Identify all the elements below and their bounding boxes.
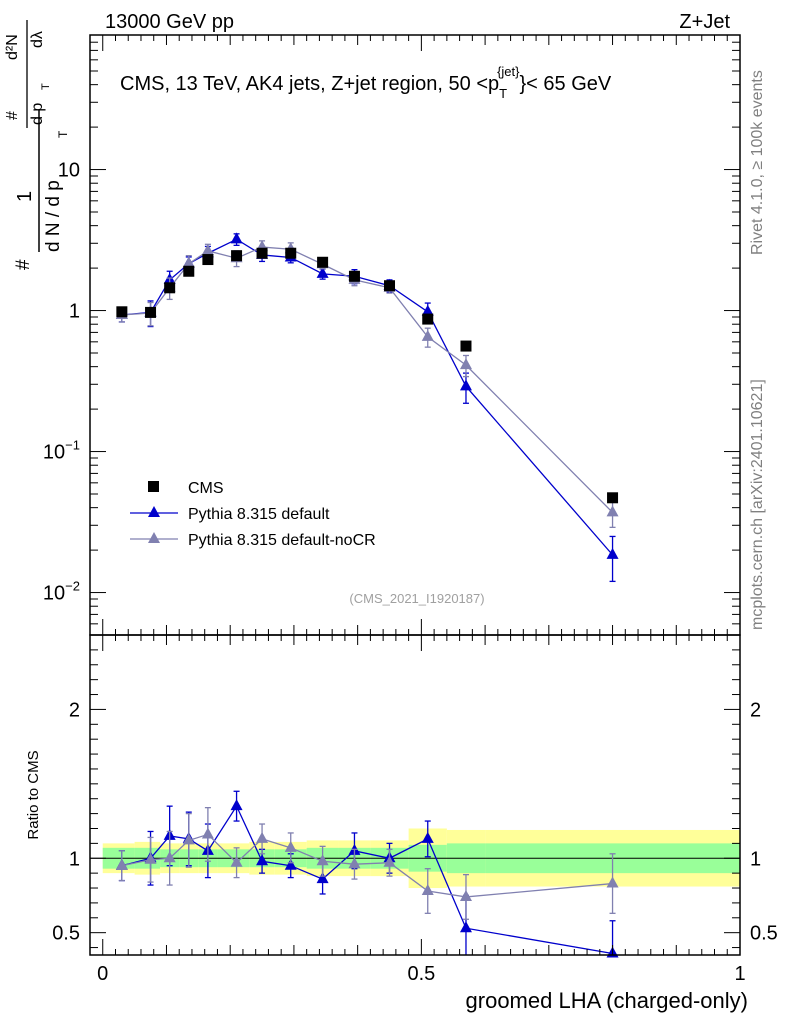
ratio-point-pythia-nocr — [383, 855, 396, 867]
point-pythia-nocr — [421, 329, 434, 341]
point-cms — [256, 247, 268, 259]
legend-entry-pythia-nocr: Pythia 8.315 default-noCR — [130, 532, 376, 549]
ylabel-dlambda: dλ — [29, 31, 46, 48]
ratio-xtick-label: 0.5 — [407, 963, 435, 985]
ylabel-sub-t1: T — [56, 130, 70, 138]
ratio-ytick-label-left: 2 — [69, 699, 80, 721]
ratio-ytick-label-left: 0.5 — [52, 923, 80, 945]
point-pythia-default — [316, 266, 329, 278]
ratio-xtick-label: 0 — [97, 963, 108, 985]
point-pythia-default — [421, 304, 434, 316]
point-cms — [285, 247, 297, 259]
legend-cms-marker — [148, 481, 159, 492]
ylabel-one: 1 — [14, 191, 36, 202]
ratio-ytick-label-right: 1 — [750, 848, 761, 870]
ratio-ytick-label-right: 2 — [750, 699, 761, 721]
point-cms — [145, 306, 157, 318]
point-cms — [164, 282, 176, 294]
ratio-panel: 0.5 0.51 12 20 0.5 1 Ratio to CMS groomed LHA… — [25, 634, 778, 1013]
ratio-point-pythia-nocr — [421, 884, 434, 895]
ratio-point-pythia-default — [459, 921, 472, 933]
legend-entry-pythia-default: Pythia 8.315 default — [130, 506, 330, 523]
ratio-point-pythia-default — [256, 854, 269, 866]
main-ytick-label: 10−2 — [43, 579, 80, 605]
point-pythia-default — [230, 232, 243, 244]
ratio-point-pythia-nocr — [230, 855, 243, 867]
ylabel-sub-t2: T — [40, 83, 52, 90]
legend-pythia-nocr-label: Pythia 8.315 default-noCR — [188, 532, 376, 549]
legend: CMS Pythia 8.315 default Pythia 8.315 de… — [130, 480, 376, 549]
ratio-point-pythia-nocr — [163, 851, 176, 863]
point-pythia-nocr — [182, 256, 195, 268]
ratio-ytick-label-left: 1 — [69, 848, 80, 870]
point-pythia-default — [459, 379, 472, 391]
point-cms — [231, 250, 243, 262]
ylabel-dndpt: d N / d p — [43, 180, 64, 252]
legend-cms-label: CMS — [188, 480, 224, 497]
legend-pythia-default-marker — [148, 506, 160, 517]
series-line-pythia-nocr — [121, 246, 614, 513]
main-ytick-label: 1 — [69, 301, 80, 323]
point-pythia-nocr — [459, 358, 472, 370]
ratio-point-pythia-default — [284, 858, 297, 870]
ratio-point-pythia-nocr — [144, 852, 157, 864]
rivet-label: Rivet 4.1.0, ≥ 100k events — [749, 70, 766, 255]
point-cms — [183, 265, 195, 277]
series-line-pythia-default — [121, 238, 614, 556]
point-cms — [422, 313, 434, 325]
ratio-point-pythia-nocr — [182, 833, 195, 845]
ylabel-hash-2: # — [4, 111, 21, 120]
ratio-ytick-label-right: 0.5 — [750, 923, 778, 945]
point-cms — [384, 280, 396, 292]
point-cms — [116, 306, 128, 318]
ratio-point-pythia-nocr — [201, 827, 214, 839]
point-pythia-default — [606, 547, 619, 559]
point-cms — [202, 254, 214, 266]
point-pythia-nocr — [606, 505, 619, 517]
legend-pythia-default-label: Pythia 8.315 default — [188, 506, 330, 523]
ratio-line-pythia-nocr — [121, 833, 613, 898]
point-pythia-nocr — [201, 243, 214, 255]
point-cms — [348, 270, 360, 282]
ratio-point-pythia-nocr — [115, 858, 128, 870]
ylabel-dpt: d p — [29, 103, 46, 125]
legend-entry-cms: CMS — [148, 480, 224, 497]
analysis-watermark: (CMS_2021_I1920187) — [349, 591, 484, 606]
ratio-point-pythia-default — [421, 831, 434, 843]
ratio-point-pythia-nocr — [316, 854, 329, 866]
ratio-point-pythia-default — [316, 872, 329, 884]
ylabel-hash-1: # — [13, 259, 34, 270]
main-ytick-label: 10−1 — [43, 438, 80, 464]
ratio-point-pythia-nocr — [284, 840, 297, 852]
ratio-ylabel: Ratio to CMS — [25, 750, 42, 839]
ratio-frame — [89, 634, 741, 956]
point-cms — [317, 256, 329, 268]
main-panel: 10−2 10−1 1 10 CMS, 13 TeV, AK4 jets, Z+jet… — [4, 20, 741, 636]
main-ytick-label: 10 — [58, 160, 80, 182]
ratio-point-pythia-default — [230, 799, 243, 811]
main-title: CMS, 13 TeV, AK4 jets, Z+jet region, 50 … — [120, 64, 612, 101]
ratio-point-pythia-nocr — [606, 876, 619, 888]
mcplots-label: mcplots.cern.ch [arXiv:2401.10621] — [749, 379, 766, 630]
xaxis-label: groomed LHA (charged-only) — [466, 988, 748, 1013]
energy-label: 13000 GeV pp — [105, 11, 234, 33]
main-ylabel: # 1 d N / d p T # d²N d p T dλ — [4, 20, 70, 270]
ratio-point-pythia-nocr — [348, 857, 361, 869]
point-cms — [607, 492, 619, 504]
ratio-point-pythia-nocr — [459, 889, 472, 901]
ylabel-d2n: d²N — [4, 34, 21, 60]
ratio-xtick-label: 1 — [734, 963, 745, 985]
title-sup-jet: {jet} — [497, 64, 520, 79]
legend-pythia-nocr-marker — [148, 532, 160, 543]
point-cms — [460, 340, 472, 352]
process-label: Z+Jet — [679, 11, 730, 33]
title-sub-t: T — [499, 86, 507, 101]
ratio-point-pythia-nocr — [256, 831, 269, 843]
